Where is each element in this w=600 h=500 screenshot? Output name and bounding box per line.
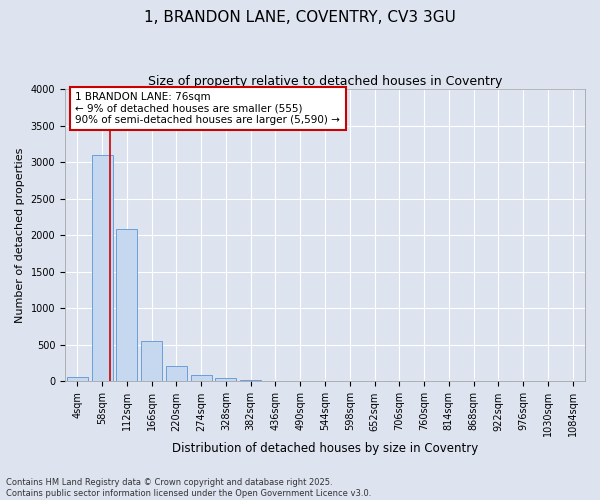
Bar: [191, 374, 212, 382]
Y-axis label: Number of detached properties: Number of detached properties: [15, 148, 25, 323]
Bar: [92, 155, 113, 382]
Bar: [67, 377, 88, 382]
Bar: [240, 380, 261, 382]
Text: 1 BRANDON LANE: 76sqm
← 9% of detached houses are smaller (555)
90% of semi-deta: 1 BRANDON LANE: 76sqm ← 9% of detached h…: [76, 92, 340, 126]
Bar: [215, 378, 236, 382]
Bar: [166, 366, 187, 382]
Bar: [116, 230, 137, 382]
Text: 1, BRANDON LANE, COVENTRY, CV3 3GU: 1, BRANDON LANE, COVENTRY, CV3 3GU: [144, 10, 456, 25]
Title: Size of property relative to detached houses in Coventry: Size of property relative to detached ho…: [148, 75, 502, 88]
Bar: [265, 380, 286, 382]
X-axis label: Distribution of detached houses by size in Coventry: Distribution of detached houses by size …: [172, 442, 478, 455]
Text: Contains HM Land Registry data © Crown copyright and database right 2025.
Contai: Contains HM Land Registry data © Crown c…: [6, 478, 371, 498]
Bar: [141, 341, 162, 382]
